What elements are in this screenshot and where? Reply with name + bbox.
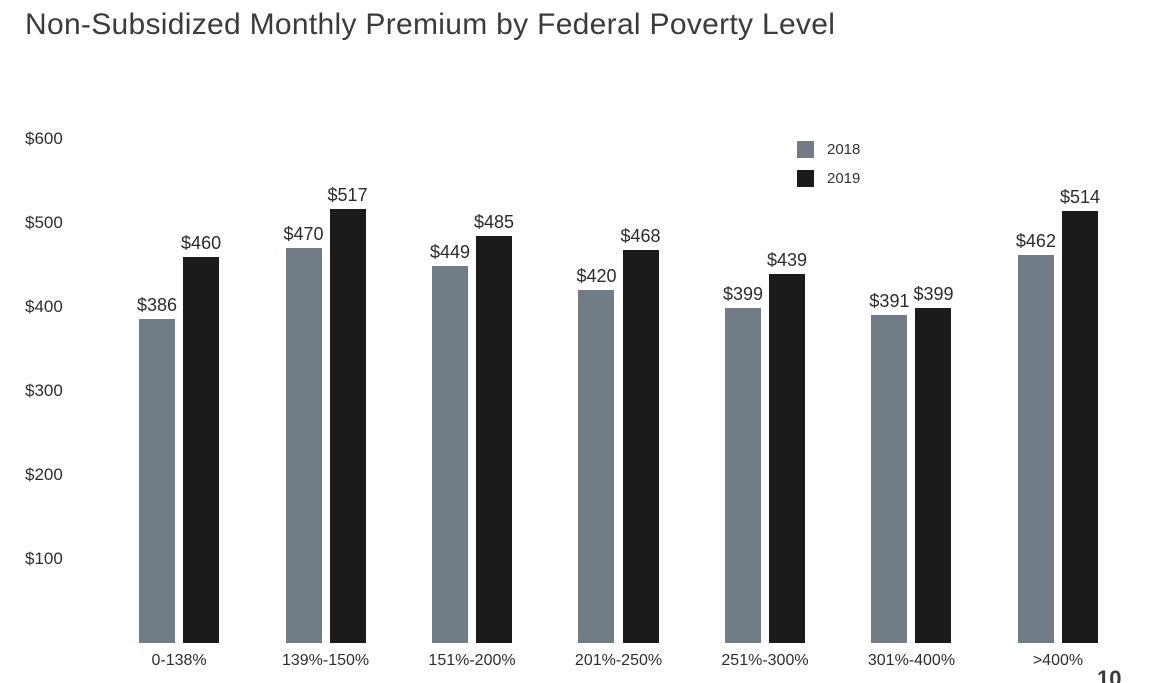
bar-with-label: $470 xyxy=(283,224,324,643)
bar-value-label: $468 xyxy=(620,226,661,246)
legend-label: 2018 xyxy=(827,141,861,158)
y-axis-tick-label: $200 xyxy=(25,465,63,484)
bar-with-label: $386 xyxy=(137,295,177,643)
bar-2019 xyxy=(769,274,805,643)
x-axis-category-label: 301%-400% xyxy=(867,652,956,669)
bar-with-label: $514 xyxy=(1060,187,1100,643)
y-axis-tick-label: $400 xyxy=(25,297,63,316)
y-axis-tick-label: $600 xyxy=(25,129,63,148)
bar-pair: $399 $439 xyxy=(723,250,807,643)
bar-2018 xyxy=(139,319,176,643)
bar-value-label: $399 xyxy=(722,284,763,304)
bar-pair: $470 $517 xyxy=(283,185,368,643)
plot-area: $386 $460 0-138% $470 $517 139%-150% $449 $485 1… xyxy=(137,103,1100,669)
bar-with-label: $420 xyxy=(576,266,617,643)
page-number: 10 xyxy=(1097,666,1122,683)
bar-with-label: $468 xyxy=(621,226,661,643)
legend-swatch-2018 xyxy=(797,141,814,158)
bar-pair: $449 $485 xyxy=(430,212,514,643)
bar-with-label: $460 xyxy=(181,233,221,643)
bar-pair: $391 $399 xyxy=(869,284,954,643)
bar-2019 xyxy=(183,257,220,643)
bar-2019 xyxy=(476,236,513,643)
legend-swatch-2019 xyxy=(797,170,814,187)
bar-2018 xyxy=(724,308,761,643)
bar-value-label: $391 xyxy=(869,291,910,311)
bar-group: $391 $399 301%-400% xyxy=(868,284,955,669)
chart-legend: 2018 2019 xyxy=(797,141,860,187)
bar-value-label: $460 xyxy=(181,233,222,253)
bar-with-label: $439 xyxy=(767,250,807,643)
bar-group: $399 $439 251%-300% xyxy=(721,250,808,669)
bar-value-label: $470 xyxy=(283,224,324,244)
bar-2018 xyxy=(871,315,908,643)
bar-value-label: $386 xyxy=(137,295,178,315)
bar-value-label: $485 xyxy=(474,212,515,232)
bar-2018 xyxy=(285,248,322,643)
bar-pair: $420 $468 xyxy=(576,226,661,643)
bar-value-label: $399 xyxy=(913,284,954,304)
y-axis-tick-label: $500 xyxy=(25,213,63,232)
bar-value-label: $420 xyxy=(576,266,617,286)
y-axis-tick-label: $300 xyxy=(25,381,63,400)
x-axis-category-label: 251%-300% xyxy=(721,652,809,669)
x-axis-category-label: 201%-250% xyxy=(574,652,663,669)
bar-with-label: $399 xyxy=(913,284,954,643)
bar-2018 xyxy=(431,266,468,643)
bar-pair: $386 $460 xyxy=(137,233,221,643)
bar-pair: $462 $514 xyxy=(1016,187,1100,643)
bar-with-label: $449 xyxy=(430,242,470,643)
bar-2019 xyxy=(1061,211,1098,643)
bar-group: $420 $468 201%-250% xyxy=(575,226,662,669)
y-axis-tick-label: $100 xyxy=(25,549,63,568)
bar-2019 xyxy=(622,250,659,643)
bar-2018 xyxy=(578,290,615,643)
bar-value-label: $517 xyxy=(327,185,368,205)
bar-2019 xyxy=(915,308,952,643)
x-axis-category-label: 151%-200% xyxy=(428,652,516,669)
x-axis-category-label: 0-138% xyxy=(151,652,207,669)
legend-label: 2019 xyxy=(827,170,861,187)
bar-with-label: $462 xyxy=(1016,231,1056,643)
bar-with-label: $399 xyxy=(723,284,763,643)
bar-group: $470 $517 139%-150% xyxy=(282,185,369,669)
bar-value-label: $462 xyxy=(1015,231,1056,251)
x-axis-category-label: >400% xyxy=(1032,652,1084,669)
bar-2019 xyxy=(329,209,366,643)
bar-2018 xyxy=(1017,255,1054,643)
legend-item: 2018 xyxy=(797,141,860,158)
bar-group: $386 $460 0-138% xyxy=(137,233,221,669)
x-axis-category-label: 139%-150% xyxy=(281,652,370,669)
bar-value-label: $439 xyxy=(766,250,808,270)
bar-group: $449 $485 151%-200% xyxy=(428,212,515,669)
bar-with-label: $391 xyxy=(869,291,909,643)
bar-with-label: $485 xyxy=(474,212,514,643)
bar-value-label: $449 xyxy=(429,242,471,262)
legend-item: 2019 xyxy=(797,170,860,187)
bar-with-label: $517 xyxy=(328,185,368,643)
chart-title: Non-Subsidized Monthly Premium by Federa… xyxy=(25,8,836,41)
bar-value-label: $514 xyxy=(1059,187,1100,207)
bar-group: $462 $514 >400% xyxy=(1016,187,1100,669)
